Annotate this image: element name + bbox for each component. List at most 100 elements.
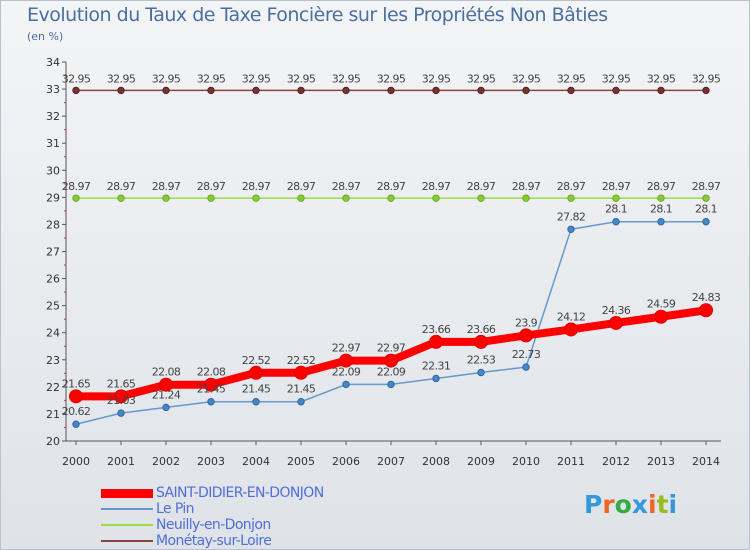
data-label: 22.97 — [377, 342, 406, 355]
x-tick-label: 2005 — [287, 455, 315, 468]
data-label: 32.95 — [242, 72, 271, 85]
data-point — [252, 398, 260, 406]
logo-letter: i — [648, 490, 657, 519]
data-point — [654, 309, 668, 324]
data-point — [612, 218, 620, 226]
data-point — [249, 365, 263, 380]
data-point — [387, 194, 395, 202]
data-point — [162, 86, 170, 95]
x-tick-label: 2012 — [602, 455, 630, 468]
logo-letter: r — [602, 490, 615, 519]
data-label: 28.1 — [650, 203, 672, 216]
data-point — [477, 194, 485, 202]
data-label: 22.52 — [287, 354, 316, 367]
x-tick-label: 2006 — [332, 455, 360, 468]
data-label: 20.62 — [62, 405, 91, 418]
data-point — [297, 86, 305, 95]
data-label: 28.1 — [695, 203, 717, 216]
data-label: 24.36 — [602, 304, 631, 317]
data-point — [699, 303, 713, 318]
legend-label: Neuilly-en-Donjon — [156, 517, 271, 533]
data-point — [339, 353, 353, 368]
x-tick-label: 2003 — [197, 455, 225, 468]
data-point — [252, 86, 260, 95]
data-label: 22.97 — [332, 342, 361, 355]
x-tick-label: 2000 — [62, 455, 90, 468]
data-label: 28.1 — [605, 203, 627, 216]
y-tick-label: 25 — [46, 300, 60, 313]
data-point — [432, 374, 440, 383]
data-point — [612, 194, 620, 202]
data-label: 27.82 — [557, 210, 586, 223]
y-tick-label: 28 — [46, 218, 60, 231]
data-point — [519, 328, 533, 343]
data-label: 22.53 — [467, 354, 496, 367]
data-label: 32.95 — [557, 72, 586, 85]
legend-swatch — [101, 524, 153, 526]
data-point — [567, 86, 575, 95]
data-point — [432, 194, 440, 202]
x-tick-label: 2011 — [557, 455, 585, 468]
data-label: 28.97 — [377, 180, 406, 193]
x-tick-label: 2004 — [242, 455, 270, 468]
data-label: 23.66 — [467, 323, 496, 336]
chart-title: Evolution du Taux de Taxe Foncière sur l… — [27, 4, 608, 26]
data-label: 21.45 — [197, 383, 226, 396]
legend-label: SAINT-DIDIER-EN-DONJON — [156, 485, 324, 501]
data-label: 32.95 — [692, 72, 721, 85]
y-tick-label: 30 — [46, 164, 60, 177]
data-point — [159, 377, 173, 392]
data-label: 21.45 — [287, 383, 316, 396]
data-label: 22.73 — [512, 348, 541, 361]
data-label: 28.97 — [602, 180, 631, 193]
data-label: 28.97 — [62, 180, 91, 193]
data-label: 22.08 — [197, 366, 226, 379]
data-point — [117, 86, 125, 95]
y-tick-label: 20 — [46, 435, 60, 448]
data-point — [207, 398, 215, 406]
x-tick-label: 2001 — [107, 455, 135, 468]
data-point — [474, 334, 488, 349]
data-point — [297, 194, 305, 202]
proxiti-logo: Proxiti — [584, 490, 677, 519]
data-point — [72, 420, 80, 428]
data-label: 32.95 — [332, 72, 361, 85]
x-tick-label: 2008 — [422, 455, 450, 468]
data-label: 22.31 — [422, 359, 451, 372]
data-point — [204, 377, 218, 392]
legend-item: Neuilly-en-Donjon — [101, 517, 324, 533]
data-point — [342, 194, 350, 202]
data-point — [477, 86, 485, 95]
data-label: 32.95 — [287, 72, 316, 85]
data-point — [429, 334, 443, 349]
data-point — [69, 389, 83, 404]
series-layer — [69, 86, 713, 428]
data-label: 28.97 — [647, 180, 676, 193]
y-tick-label: 21 — [46, 408, 60, 421]
x-tick-label: 2007 — [377, 455, 405, 468]
data-point — [477, 368, 485, 377]
data-label: 24.12 — [557, 310, 586, 323]
data-label: 21.24 — [152, 388, 181, 401]
data-label: 22.09 — [332, 365, 361, 378]
data-point — [567, 225, 575, 234]
y-tick-label: 24 — [46, 327, 60, 340]
y-axis-unit-label: (en %) — [27, 30, 64, 43]
data-point — [114, 389, 128, 404]
data-label: 28.97 — [107, 180, 136, 193]
data-labels: 21.65 21.65 22.08 22.08 22.52 22.52 22.97 22.97… — [62, 72, 722, 418]
data-point — [207, 194, 215, 202]
legend-swatch — [101, 488, 153, 498]
legend-label: Le Pin — [156, 501, 195, 517]
y-ticks: 20 21 22 23 24 25 26 27 28 29 30 31 32 33 34 — [46, 56, 66, 448]
legend-label: Monétay-sur-Loire — [156, 533, 272, 549]
data-point — [72, 194, 80, 202]
data-point — [432, 86, 440, 95]
data-label: 24.59 — [647, 298, 676, 311]
y-tick-label: 22 — [46, 381, 60, 394]
data-point — [117, 409, 125, 417]
data-point — [702, 218, 710, 226]
logo-letter: o — [614, 490, 632, 519]
